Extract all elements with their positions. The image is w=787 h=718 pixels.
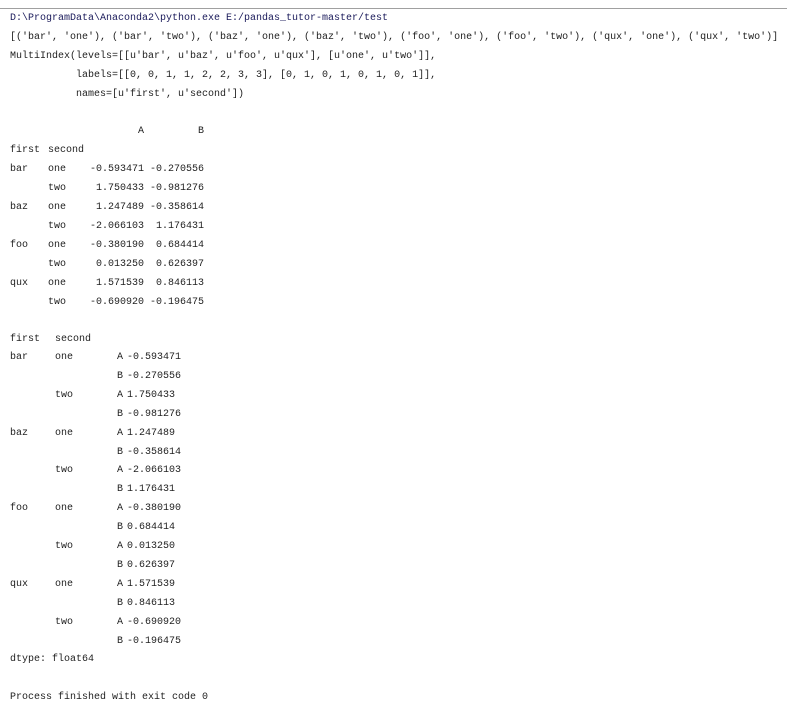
row-column-key: B [117,635,124,647]
cell-a: 1.571539 [95,278,144,289]
row-second-label: two [48,297,67,308]
cell-a: -0.593471 [89,164,144,175]
row-column-key: B [117,408,124,420]
row-column-key: B [117,597,124,609]
row-value: 1.750433 [127,389,176,401]
row-value: -0.358614 [127,446,182,458]
row-second-label: one [48,202,67,213]
row-first-label: baz [10,202,29,213]
row-second-label: two [48,221,67,232]
multiindex-line: labels=[[0, 0, 1, 1, 2, 2, 3, 3], [0, 1,… [10,70,437,81]
row-first-label: foo [10,240,29,251]
row-column-key: B [117,484,124,496]
row-second-label: two [55,465,74,477]
index-name-second: second [55,334,92,345]
row-value: -0.690920 [127,616,182,628]
row-first-label: bar [10,352,29,363]
row-second-label: one [48,164,67,175]
row-column-key: B [117,559,124,571]
cell-b: -0.358614 [149,202,204,213]
cell-a: 1.750433 [95,183,144,194]
row-column-key: A [117,541,124,552]
row-column-key: A [117,503,124,515]
row-second-label: one [48,240,67,251]
row-second-label: one [55,352,74,363]
row-value: 0.684414 [127,522,176,534]
cell-b: 1.176431 [155,221,204,232]
row-column-key: A [117,389,124,401]
cell-b: 0.626397 [155,259,204,270]
row-column-key: A [117,616,124,628]
cell-a: -0.690920 [89,297,144,308]
exit-message: Process finished with exit code 0 [10,692,209,703]
row-column-key: B [117,370,124,382]
cell-b: -0.981276 [149,183,204,194]
row-first-label: baz [10,427,29,439]
column-header-a: A [137,126,144,137]
cell-a: 0.013250 [95,259,144,270]
row-column-key: A [117,427,124,439]
index-name-first: first [10,145,41,156]
cell-a: -0.380190 [89,240,144,251]
row-second-label: one [55,427,74,439]
cell-b: 0.684414 [155,240,204,251]
row-second-label: one [55,503,74,515]
row-first-label: qux [10,578,29,590]
row-first-label: qux [10,278,29,289]
row-second-label: two [48,183,67,194]
row-value: 1.571539 [127,578,176,590]
row-value: 0.013250 [127,541,176,552]
row-first-label: bar [10,164,29,175]
row-second-label: two [48,259,67,270]
row-column-key: B [117,446,124,458]
row-value: 0.626397 [127,559,176,571]
row-value: 0.846113 [127,597,176,609]
row-value: -2.066103 [127,465,182,477]
cell-b: 0.846113 [155,278,204,289]
index-name-first: first [10,334,41,345]
row-first-label: foo [10,503,29,515]
row-value: -0.981276 [127,408,182,420]
cell-a: -2.066103 [89,221,144,232]
row-value: -0.380190 [127,503,182,515]
row-value: 1.247489 [127,427,176,439]
column-header-b: B [197,126,204,137]
row-second-label: two [55,616,74,628]
command-line: D:\ProgramData\Anaconda2\python.exe E:/p… [10,13,389,24]
row-column-key: A [117,352,124,363]
row-value: 1.176431 [127,484,176,496]
console-top-border [0,8,787,9]
row-value: -0.593471 [127,352,182,363]
dtype-line: dtype: float64 [10,654,95,665]
row-second-label: one [48,278,67,289]
tuples-output: [('bar', 'one'), ('bar', 'two'), ('baz',… [10,32,779,43]
cell-b: -0.196475 [149,297,204,308]
row-column-key: A [117,578,124,590]
row-value: -0.196475 [127,635,182,647]
row-value: -0.270556 [127,370,182,382]
multiindex-line: MultiIndex(levels=[[u'bar', u'baz', u'fo… [10,51,437,62]
row-second-label: two [55,389,74,401]
row-second-label: two [55,541,74,552]
index-name-second: second [48,145,85,156]
row-column-key: A [117,465,124,477]
cell-b: -0.270556 [149,164,204,175]
row-column-key: B [117,522,124,534]
row-second-label: one [55,578,74,590]
multiindex-line: names=[u'first', u'second']) [10,89,245,100]
cell-a: 1.247489 [95,202,144,213]
